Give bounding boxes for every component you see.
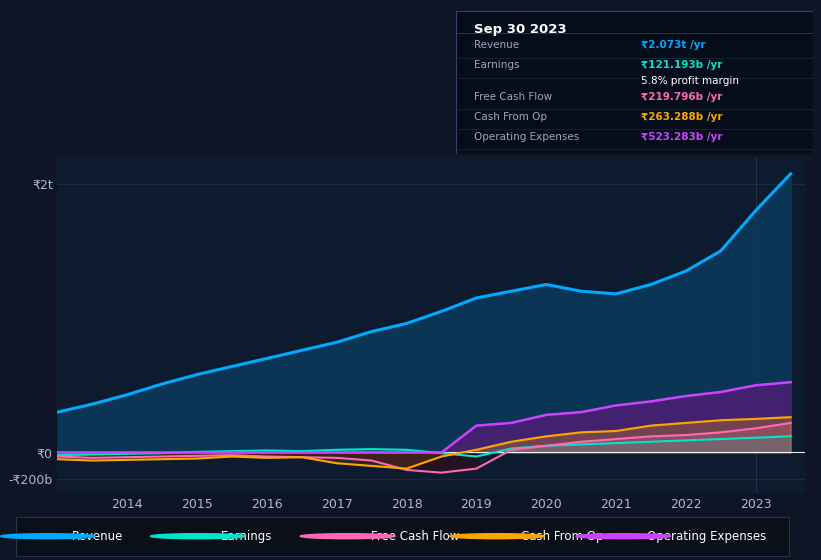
Text: Earnings: Earnings bbox=[474, 60, 519, 71]
Text: ₹263.288b /yr: ₹263.288b /yr bbox=[641, 112, 722, 122]
Text: 5.8% profit margin: 5.8% profit margin bbox=[641, 76, 740, 86]
Text: Operating Expenses: Operating Expenses bbox=[474, 132, 579, 142]
Text: Earnings: Earnings bbox=[222, 530, 273, 543]
Text: Revenue: Revenue bbox=[474, 40, 519, 50]
Text: ₹523.283b /yr: ₹523.283b /yr bbox=[641, 132, 722, 142]
Circle shape bbox=[450, 534, 544, 539]
Text: Cash From Op: Cash From Op bbox=[521, 530, 603, 543]
Circle shape bbox=[1, 534, 95, 539]
Text: Operating Expenses: Operating Expenses bbox=[647, 530, 766, 543]
Text: Revenue: Revenue bbox=[71, 530, 123, 543]
FancyBboxPatch shape bbox=[456, 11, 813, 154]
Text: ₹219.796b /yr: ₹219.796b /yr bbox=[641, 92, 722, 102]
Text: Free Cash Flow: Free Cash Flow bbox=[371, 530, 460, 543]
Circle shape bbox=[576, 534, 671, 539]
Circle shape bbox=[300, 534, 395, 539]
Circle shape bbox=[150, 534, 245, 539]
Text: Sep 30 2023: Sep 30 2023 bbox=[474, 22, 566, 36]
Text: Cash From Op: Cash From Op bbox=[474, 112, 547, 122]
FancyBboxPatch shape bbox=[16, 517, 789, 557]
Text: ₹121.193b /yr: ₹121.193b /yr bbox=[641, 60, 722, 71]
Text: ₹2.073t /yr: ₹2.073t /yr bbox=[641, 40, 706, 50]
Text: Free Cash Flow: Free Cash Flow bbox=[474, 92, 552, 102]
